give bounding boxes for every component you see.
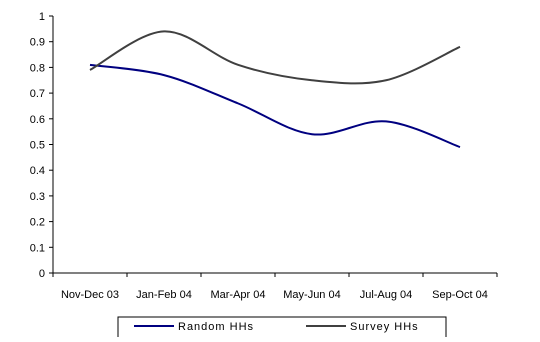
- x-tick-label: Jul-Aug 04: [360, 289, 413, 301]
- y-tick-label: 1: [39, 11, 45, 23]
- y-tick-label: 0.6: [30, 114, 45, 126]
- axes: 0 0.1 0.2 0.3 0.4 0.5 0.6 0.7 0.8 0.9 1 Nov-Dec 03 J…: [30, 11, 497, 301]
- y-tick-label: 0.5: [30, 140, 45, 152]
- x-tick-label: Mar-Apr 04: [210, 289, 265, 301]
- y-tick-label: 0.3: [30, 191, 45, 203]
- series-line-survey-hhs: [90, 31, 460, 83]
- y-tick-label: 0.9: [30, 37, 45, 49]
- legend-label-random-hhs: Random HHs: [178, 321, 254, 333]
- legend-label-survey-hhs: Survey HHs: [350, 321, 419, 333]
- y-tick-label: 0.1: [30, 242, 45, 254]
- x-tick-label: Nov-Dec 03: [61, 289, 119, 301]
- y-tick-label: 0.7: [30, 88, 45, 100]
- x-tick-label: Jan-Feb 04: [136, 289, 192, 301]
- y-tick-label: 0: [39, 268, 45, 280]
- x-tick-label: May-Jun 04: [283, 289, 340, 301]
- y-tick-label: 0.4: [30, 165, 45, 177]
- x-tick-label: Sep-Oct 04: [432, 289, 488, 301]
- y-tick-label: 0.2: [30, 217, 45, 229]
- y-tick-label: 0.8: [30, 62, 45, 74]
- legend: Random HHs Survey HHs: [118, 317, 446, 337]
- series-line-random-hhs: [90, 65, 460, 147]
- series-layer: [90, 31, 460, 147]
